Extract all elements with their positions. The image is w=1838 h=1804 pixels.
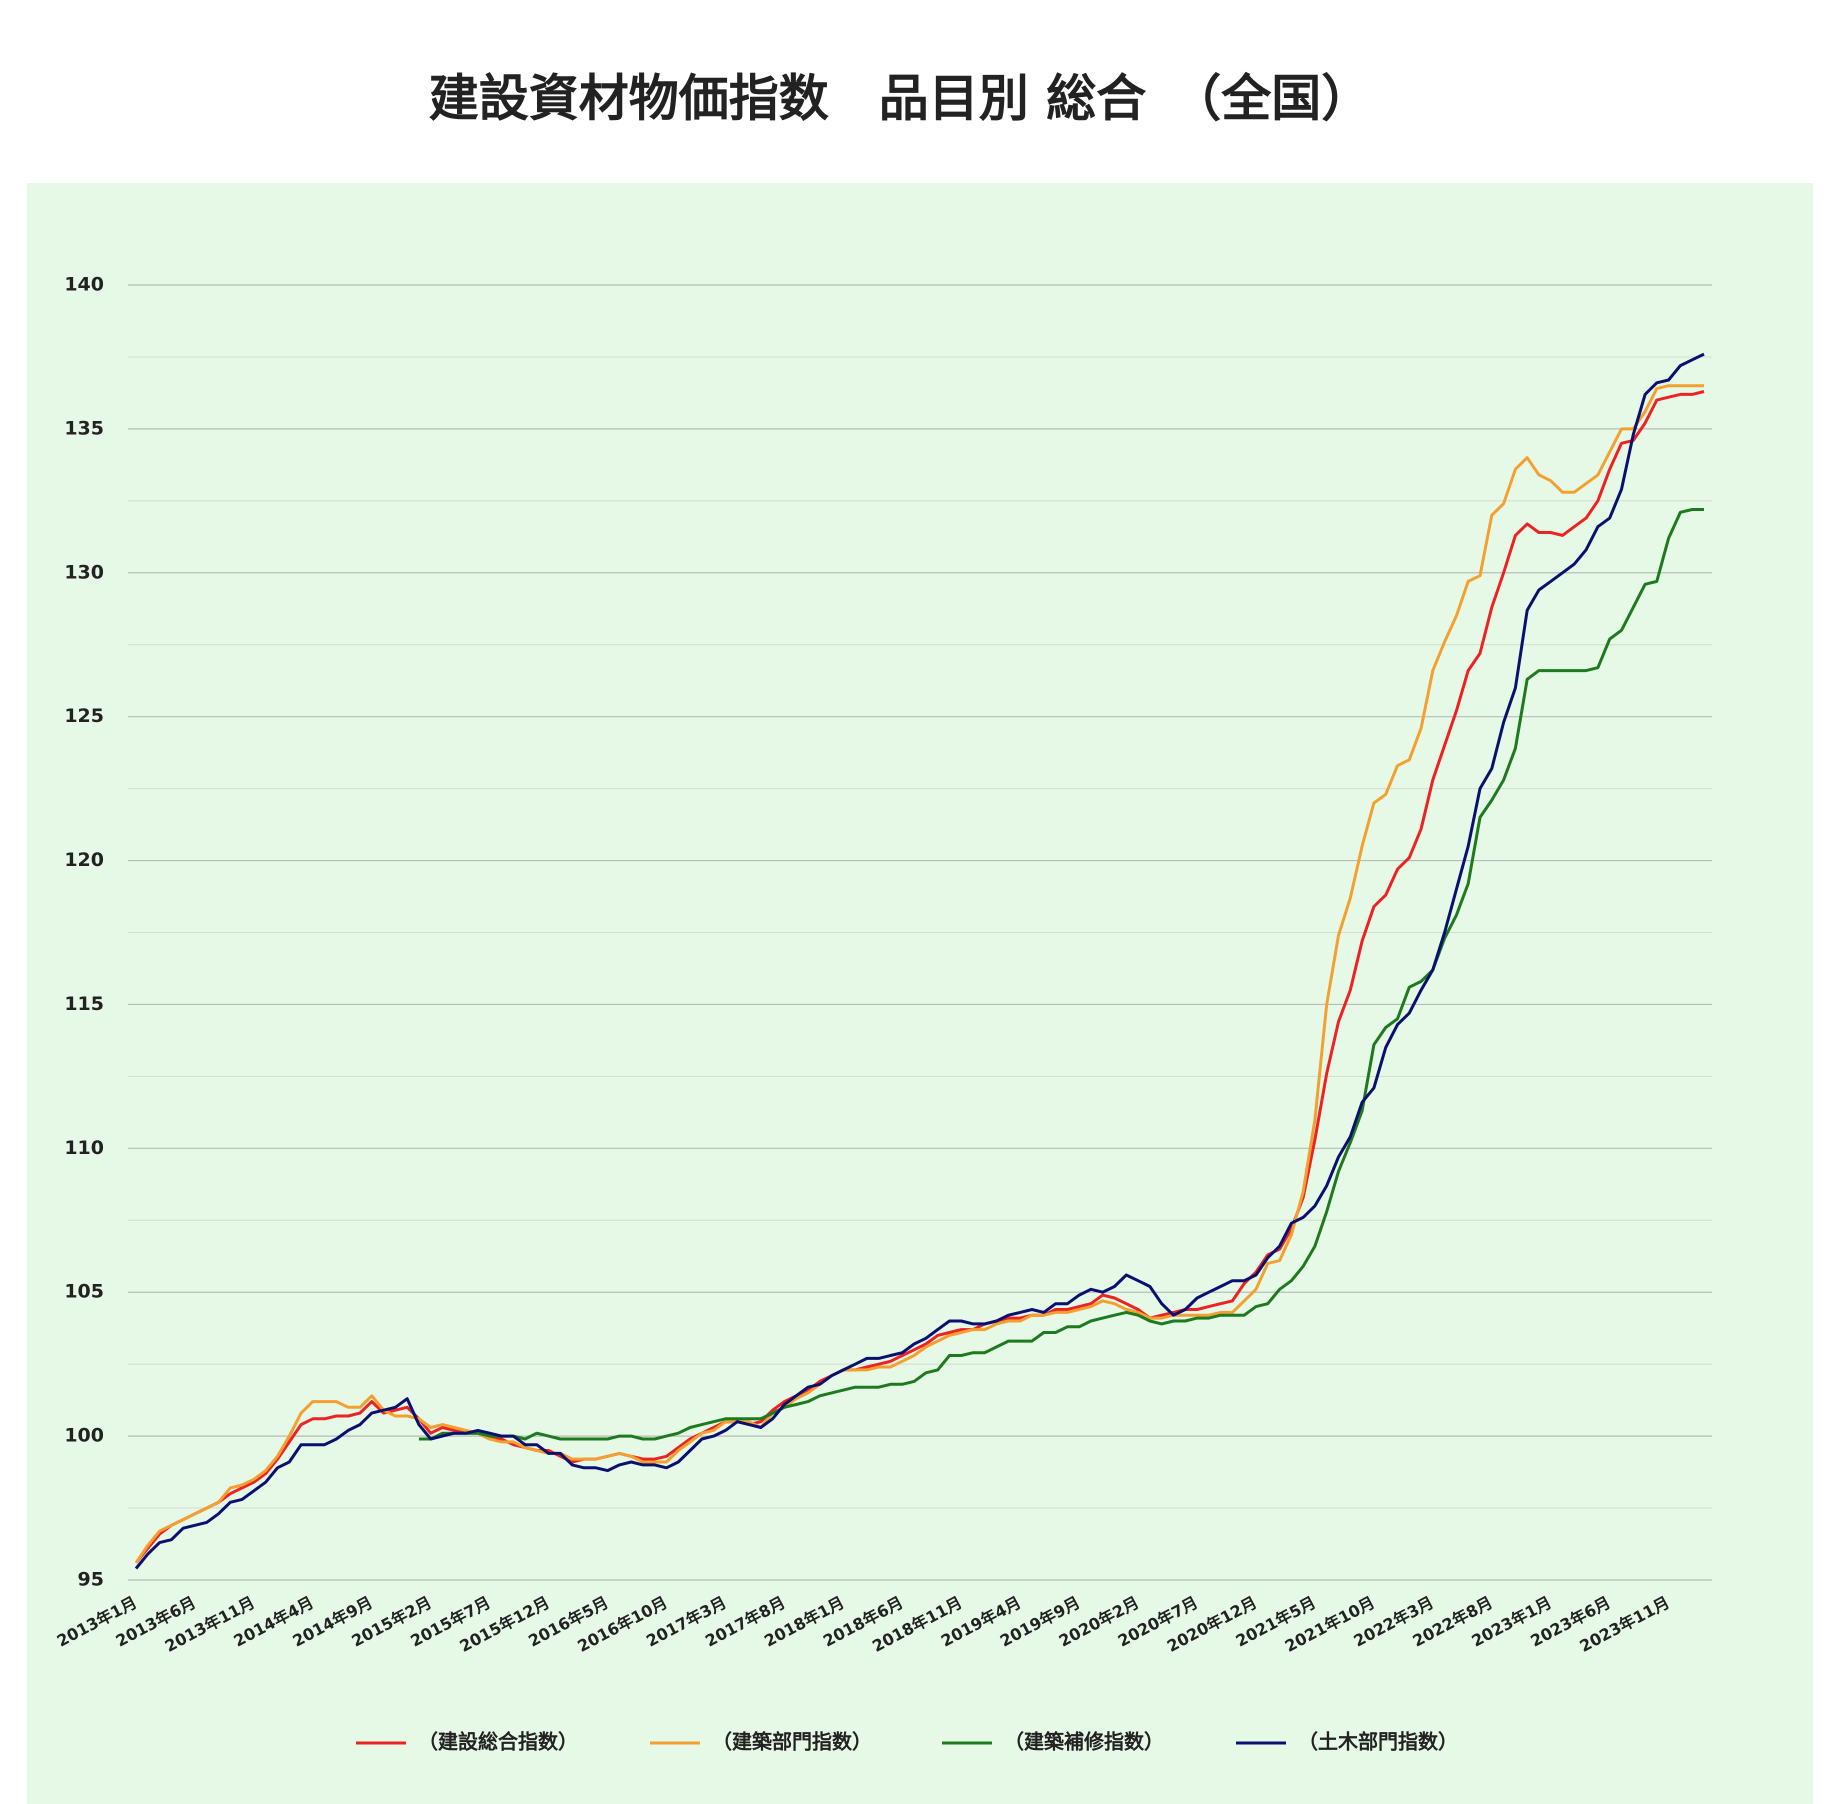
y-tick-label: 120 [64,849,104,871]
series-line [134,384,1704,1564]
y-tick-label: 100 [64,1425,104,1447]
y-tick-label: 115 [64,993,104,1015]
legend-label: （土木部門指数） [1298,1730,1458,1754]
y-tick-label: 110 [64,1137,104,1159]
series-line [134,352,1705,1570]
legend-label: （建築部門指数） [712,1730,872,1754]
plot-background [27,183,1813,1804]
y-tick-label: 125 [64,705,104,727]
legend-label: （建築補修指数） [1004,1730,1164,1754]
chart-title: 建設資材物価指数 品目別 総合 （全国） [429,70,1371,128]
series-line [418,508,1704,1441]
y-tick-label: 130 [64,561,104,583]
series-line [134,390,1705,1564]
y-tick-label: 135 [64,417,104,439]
y-tick-label: 140 [64,274,104,296]
y-tick-label: 105 [64,1281,104,1303]
legend-label: （建設総合指数） [418,1730,578,1754]
y-tick-label: 95 [78,1569,104,1591]
